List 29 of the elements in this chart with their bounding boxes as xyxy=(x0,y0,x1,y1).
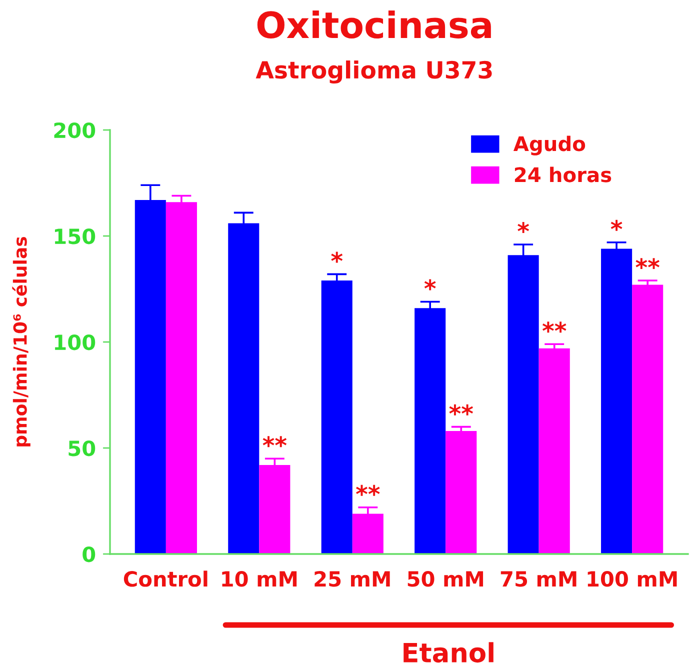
x-tick-label: 50 mM xyxy=(408,571,484,587)
bar xyxy=(446,431,477,554)
data-label: * xyxy=(424,279,436,290)
text: Etanol xyxy=(404,642,494,663)
x-tick-label: Control xyxy=(124,570,208,587)
chart-title: Oxitocinasa xyxy=(257,10,491,38)
x-tick-label: 75 mM xyxy=(500,571,576,587)
bar xyxy=(632,284,664,554)
y-tick-label: 50 xyxy=(68,440,96,456)
x-tick-label: 100 mM xyxy=(588,571,677,587)
legend-label: Agudo xyxy=(513,136,586,156)
y-tick-label: 100 xyxy=(54,334,96,350)
x-tick-label: 25 mM xyxy=(314,571,390,587)
data-label: ** xyxy=(636,258,660,270)
data-label: * xyxy=(610,220,622,231)
data-label: ** xyxy=(262,436,287,448)
y-tick-label: 200 xyxy=(54,122,96,138)
x-tick-label: 10 mM xyxy=(222,571,297,587)
data-label: ** xyxy=(542,322,566,333)
y-axis-title: pmol/min/10⁶ células xyxy=(12,236,30,446)
data-label: * xyxy=(331,252,343,263)
y-tick-label: 0 xyxy=(82,546,96,562)
data-label: ** xyxy=(449,404,474,416)
data-label: * xyxy=(518,222,530,234)
bar xyxy=(538,348,570,554)
data-label: ** xyxy=(356,484,380,496)
y-tick-label: 150 xyxy=(54,228,96,244)
legend-label: 24 horas xyxy=(514,166,612,182)
chart-subtitle: Astroglioma U373 xyxy=(256,60,492,84)
